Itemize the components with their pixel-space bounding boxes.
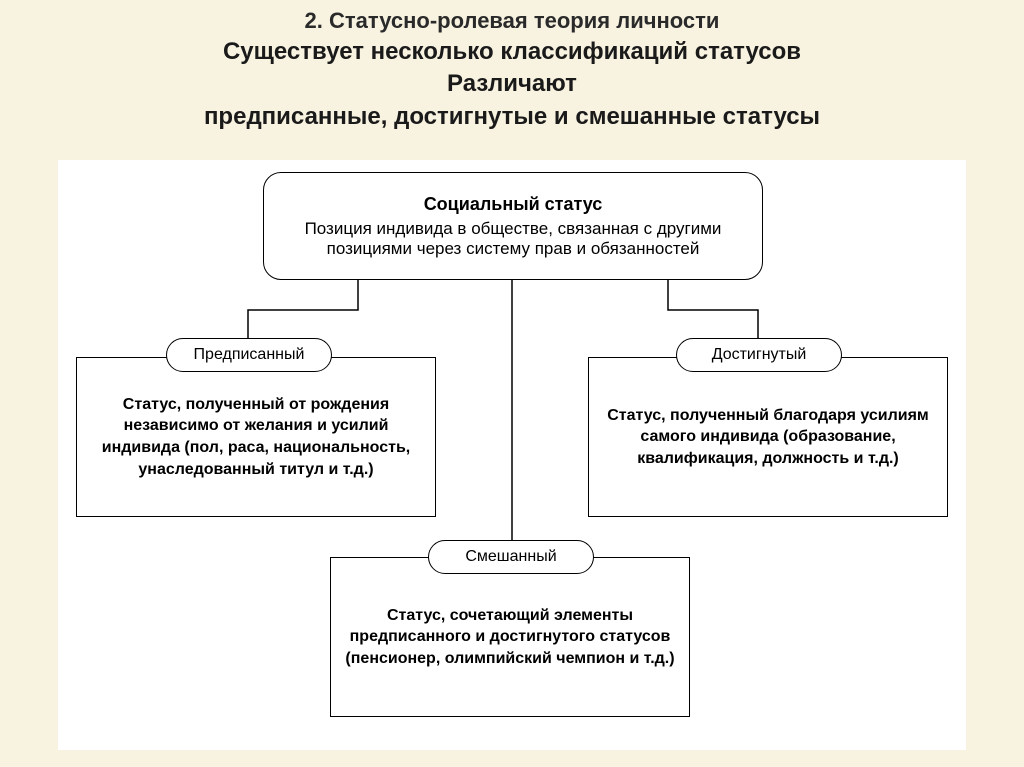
node-mid-label: Смешанный	[428, 540, 594, 574]
slide-subtitle: Существует несколько классификаций стату…	[0, 36, 1024, 133]
node-mid-label-text: Смешанный	[465, 548, 556, 566]
node-right-body: Статус, полученный благодаря усилиям сам…	[588, 357, 948, 517]
slide-header: 2. Статусно-ролевая теория личности Суще…	[0, 0, 1024, 133]
subtitle-line-3: предписанные, достигнутые и смешанные ст…	[0, 101, 1024, 133]
subtitle-line-1: Существует несколько классификаций стату…	[0, 36, 1024, 68]
diagram-area: Статус, полученный от рождения независим…	[58, 160, 966, 750]
node-root-body: Позиция индивида в обществе, связанная с…	[278, 219, 748, 259]
node-mid-body-text: Статус, сочетающий элементы предписанног…	[345, 605, 675, 670]
subtitle-line-2: Различают	[0, 68, 1024, 100]
edge-root-left	[248, 280, 358, 338]
node-root: Социальный статус Позиция индивида в общ…	[263, 172, 763, 280]
node-mid-body: Статус, сочетающий элементы предписанног…	[330, 557, 690, 717]
node-right-label: Достигнутый	[676, 338, 842, 372]
slide-title: 2. Статусно-ролевая теория личности	[0, 8, 1024, 34]
node-right-body-text: Статус, полученный благодаря усилиям сам…	[603, 405, 933, 470]
edge-root-right	[668, 280, 758, 338]
node-left-body: Статус, полученный от рождения независим…	[76, 357, 436, 517]
node-left-body-text: Статус, полученный от рождения независим…	[91, 394, 421, 480]
node-root-title: Социальный статус	[424, 194, 603, 215]
node-right-label-text: Достигнутый	[712, 346, 807, 364]
node-left-label: Предписанный	[166, 338, 332, 372]
node-left-label-text: Предписанный	[194, 346, 305, 364]
